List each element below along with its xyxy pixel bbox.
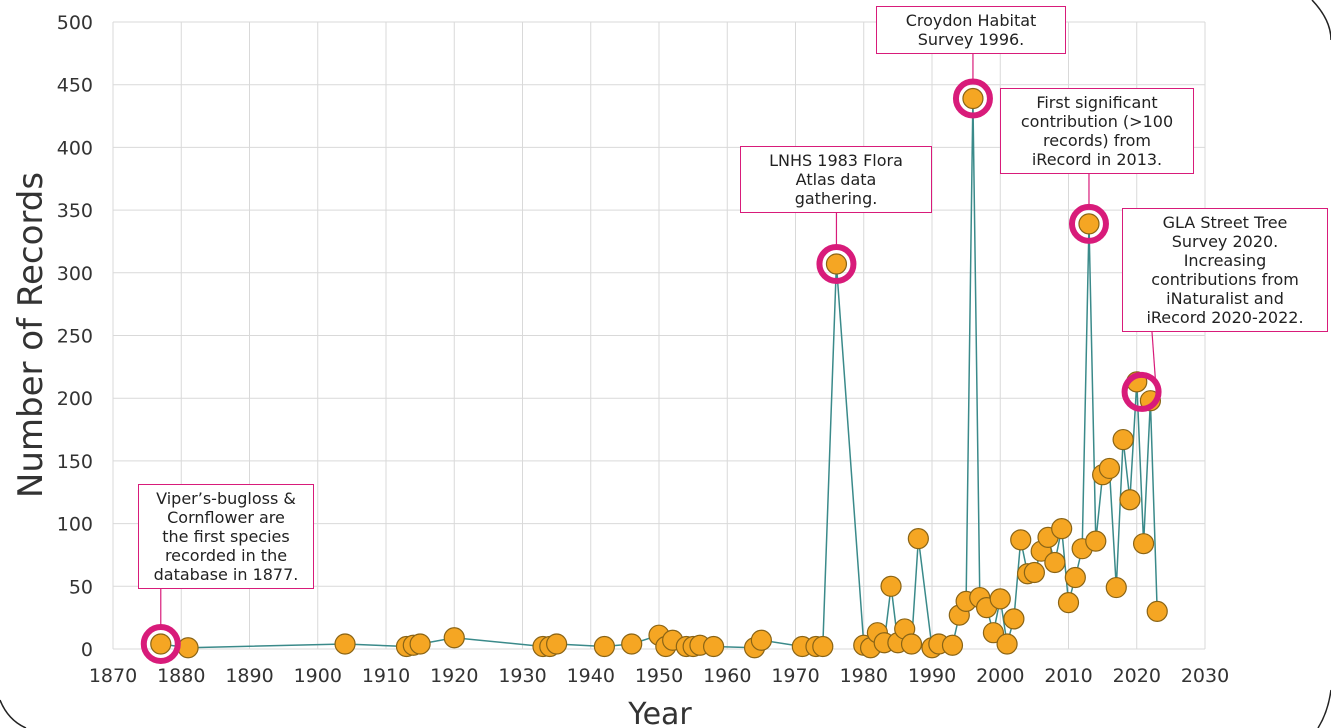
x-tick-label: 2010	[1044, 665, 1092, 687]
data-point	[443, 627, 465, 649]
data-point	[1051, 518, 1073, 540]
data-point	[1119, 489, 1141, 511]
x-tick-label: 2000	[976, 665, 1024, 687]
data-point	[989, 588, 1011, 610]
data-point	[1105, 576, 1127, 599]
data-point	[1098, 457, 1121, 480]
y-tick-label: 200	[57, 388, 93, 410]
x-tick-label: 1950	[635, 665, 683, 687]
x-tick-label: 1890	[225, 665, 273, 687]
data-point	[941, 634, 964, 656]
x-axis-ticks: 1870 1880 1890 1900 1910 1920 1930 1940 1950 1960…	[89, 665, 1229, 687]
data-point	[1057, 592, 1080, 614]
data-point	[1112, 428, 1134, 451]
data-point	[1010, 529, 1032, 551]
highlight-rings	[140, 78, 1162, 664]
x-tick-label: 1960	[703, 665, 751, 687]
highlight-ring	[1068, 203, 1109, 244]
frame-arc-right	[1311, 0, 1331, 728]
data-point	[621, 633, 643, 655]
data-point	[1078, 213, 1100, 235]
y-tick-label: 300	[57, 263, 93, 285]
x-tick-label: 1910	[362, 665, 410, 687]
data-point	[334, 633, 356, 655]
data-point	[750, 629, 772, 651]
data-point	[1023, 561, 1045, 584]
data-point	[1132, 533, 1155, 555]
x-tick-label: 1880	[157, 665, 205, 687]
x-tick-label: 1930	[498, 665, 546, 687]
y-tick-label: 450	[57, 75, 93, 97]
x-axis-label: Year	[627, 697, 692, 728]
annotation-leader-lines	[160, 54, 1157, 627]
data-point	[1064, 566, 1086, 589]
data-point	[996, 633, 1018, 655]
y-tick-label: 150	[57, 451, 93, 473]
y-axis-ticks: 0 50 100 150 200 250 300 350 400 450 500	[57, 12, 93, 661]
data-point	[177, 637, 199, 659]
x-tick-label: 1920	[430, 665, 478, 687]
data-point	[1085, 530, 1107, 552]
data-point	[907, 528, 929, 550]
x-tick-label: 1970	[771, 665, 819, 687]
data-point	[546, 633, 568, 655]
frame-arc-left	[0, 699, 27, 728]
data-point	[593, 635, 616, 658]
y-tick-label: 100	[57, 514, 93, 536]
y-tick-label: 0	[81, 639, 93, 661]
x-tick-label: 1980	[840, 665, 888, 687]
x-tick-label: 1990	[908, 665, 956, 687]
data-point	[900, 633, 923, 655]
highlight-ring	[140, 623, 181, 664]
data-point	[150, 633, 172, 655]
highlight-ring	[952, 78, 993, 119]
x-tick-label: 2030	[1181, 665, 1229, 687]
data-point	[880, 575, 902, 597]
data-point	[702, 635, 725, 658]
highlight-ring	[1121, 371, 1162, 412]
x-tick-label: 1870	[89, 665, 137, 687]
y-tick-label: 500	[57, 12, 93, 34]
data-point	[825, 253, 848, 275]
data-point	[982, 622, 1005, 644]
data-point	[1146, 600, 1168, 622]
data-point	[962, 87, 984, 110]
data-point	[409, 633, 431, 655]
annotation-flora-atlas: LNHS 1983 Flora Atlas data gathering.	[740, 146, 932, 213]
y-tick-label: 350	[57, 200, 93, 222]
annotation-street-tree-survey: GLA Street Tree Survey 2020. Increasing …	[1122, 208, 1328, 332]
x-tick-label: 2020	[1113, 665, 1161, 687]
highlight-ring	[816, 244, 857, 285]
annotation-first-records: Viper’s-bugloss & Cornflower are the fir…	[138, 484, 314, 589]
y-axis-label: Number of Records	[11, 172, 51, 498]
x-tick-label: 1940	[567, 665, 615, 687]
y-tick-label: 400	[57, 137, 93, 159]
y-tick-label: 250	[57, 326, 93, 348]
annotation-habitat-survey: Croydon Habitat Survey 1996.	[876, 6, 1066, 54]
data-point	[812, 635, 834, 658]
data-point	[1003, 608, 1025, 630]
data-point	[1044, 551, 1066, 574]
y-tick-label: 50	[69, 576, 93, 598]
x-tick-label: 1900	[294, 665, 342, 687]
annotation-irecord-2013: First significant contribution (>100 rec…	[1000, 88, 1194, 174]
annotation-leader	[1151, 331, 1157, 382]
data-points	[150, 87, 1168, 659]
